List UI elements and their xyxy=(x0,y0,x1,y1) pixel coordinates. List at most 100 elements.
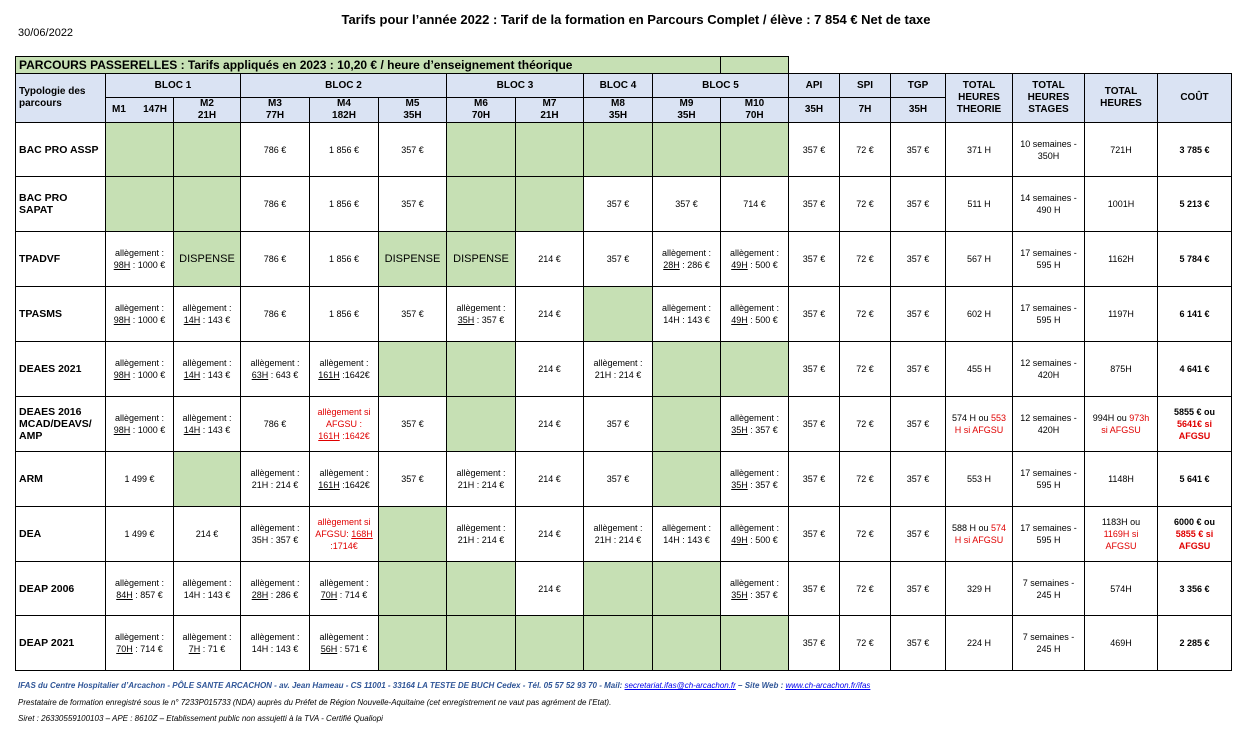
cell-m3: 786 € xyxy=(240,396,310,452)
cell-m9: allègement :14H : 143 € xyxy=(652,286,721,342)
page-title: Tarifs pour l’année 2022 : Tarif de la f… xyxy=(341,12,931,27)
header-m3: M3 77H xyxy=(240,97,310,123)
cell-m4: allègement si AFGSU :161H :1642€ xyxy=(309,396,379,452)
cell-api: 357 € xyxy=(788,561,840,616)
document-date: 30/06/2022 xyxy=(18,27,74,39)
cell-m9: 357 € xyxy=(652,176,721,232)
cell-tgp: 357 € xyxy=(890,506,946,562)
cell-m8: allègement :21H : 214 € xyxy=(583,341,653,397)
email-link[interactable]: secretariat.ifas@ch-arcachon.fr xyxy=(624,681,736,690)
cell-m2: DISPENSE xyxy=(173,231,241,287)
cell-tgp: 357 € xyxy=(890,176,946,232)
cell-m1: allègement :84H : 857 € xyxy=(105,561,174,616)
cell-spi: 72 € xyxy=(839,451,891,507)
cell-total-stages: 7 semaines -245 H xyxy=(1012,561,1085,616)
header-m4: M4 182H xyxy=(309,97,379,123)
header-typologie: Typologie des parcours xyxy=(15,73,106,123)
banner-title: PARCOURS PASSERELLES : Tarifs appliqués … xyxy=(15,56,721,74)
cell-total-stages: 17 semaines -595 H xyxy=(1012,451,1085,507)
cell-m7: 214 € xyxy=(515,341,584,397)
cell-m8: 357 € xyxy=(583,176,653,232)
cell-spi: 72 € xyxy=(839,615,891,671)
cell-m3: allègement :28H : 286 € xyxy=(240,561,310,616)
cell-spi: 72 € xyxy=(839,396,891,452)
row-label: DEAP 2006 xyxy=(15,561,106,616)
cell-api: 357 € xyxy=(788,396,840,452)
cell-m4: allègement :70H : 714 € xyxy=(309,561,379,616)
cell-total-heures: 1148H xyxy=(1084,451,1158,507)
cell-m7: 214 € xyxy=(515,561,584,616)
header-spi: SPI xyxy=(839,73,891,98)
cell-m8: allègement :21H : 214 € xyxy=(583,506,653,562)
header-cout: COÛT xyxy=(1157,73,1232,123)
cell-m3: 786 € xyxy=(240,122,310,177)
cell-total-theorie: 602 H xyxy=(945,286,1013,342)
cell-cout: 5 641 € xyxy=(1157,451,1232,507)
cell-api: 357 € xyxy=(788,176,840,232)
header-bloc4: BLOC 4 xyxy=(583,73,653,98)
cell-total-theorie: 511 H xyxy=(945,176,1013,232)
header-m5: M5 35H xyxy=(378,97,447,123)
cell-m2: allègement :14H : 143 € xyxy=(173,396,241,452)
cell-total-theorie: 567 H xyxy=(945,231,1013,287)
header-bloc5: BLOC 5 xyxy=(652,73,789,98)
table-row: BAC PRO SAPAT 786 € 1 856 € 357 € 357 € … xyxy=(15,176,1232,232)
row-label: ARM xyxy=(15,451,106,507)
cell-m7: 214 € xyxy=(515,506,584,562)
header-api-hours: 35H xyxy=(788,97,840,123)
website-link[interactable]: www.ch-arcachon.fr/ifas xyxy=(785,681,871,690)
cell-total-stages: 14 semaines -490 H xyxy=(1012,176,1085,232)
header-total-stages: TOTAL HEURES STAGES xyxy=(1012,73,1085,123)
cell-m7: 214 € xyxy=(515,286,584,342)
cell-spi: 72 € xyxy=(839,506,891,562)
cell-total-stages: 7 semaines -245 H xyxy=(1012,615,1085,671)
cell-api: 357 € xyxy=(788,231,840,287)
cell-m3: allègement :35H : 357 € xyxy=(240,506,310,562)
footer-registration: Prestataire de formation enregistré sous… xyxy=(18,698,612,707)
cell-m5: 357 € xyxy=(378,176,447,232)
cell-api: 357 € xyxy=(788,122,840,177)
header-tgp-hours: 35H xyxy=(890,97,946,123)
cell-api: 357 € xyxy=(788,615,840,671)
row-label: TPASMS xyxy=(15,286,106,342)
cell-spi: 72 € xyxy=(839,122,891,177)
cell-m6: allègement :21H : 214 € xyxy=(446,506,516,562)
cell-m10: 714 € xyxy=(720,176,789,232)
cell-cout: 4 641 € xyxy=(1157,341,1232,397)
cell-m2: allègement :14H : 143 € xyxy=(173,561,241,616)
cell-tgp: 357 € xyxy=(890,615,946,671)
cell-cout: 5 784 € xyxy=(1157,231,1232,287)
cell-m4: allègement :56H : 571 € xyxy=(309,615,379,671)
cell-tgp: 357 € xyxy=(890,451,946,507)
cell-cout: 6000 € ou 5855 € si AFGSU xyxy=(1157,506,1232,562)
cell-m3: allègement :21H : 214 € xyxy=(240,451,310,507)
cell-m10: allègement :35H : 357 € xyxy=(720,396,789,452)
header-api: API xyxy=(788,73,840,98)
cell-total-heures: 721H xyxy=(1084,122,1158,177)
cell-m1: allègement :98H : 1000 € xyxy=(105,396,174,452)
cell-m1: allègement :98H : 1000 € xyxy=(105,341,174,397)
header-m10: M10 70H xyxy=(720,97,789,123)
cell-spi: 72 € xyxy=(839,286,891,342)
cell-total-theorie: 371 H xyxy=(945,122,1013,177)
table-row: DEAP 2006 allègement :84H : 857 € allège… xyxy=(15,561,1232,616)
cell-m4: allègement :161H :1642€ xyxy=(309,451,379,507)
cell-tgp: 357 € xyxy=(890,341,946,397)
cell-m6: allègement :35H : 357 € xyxy=(446,286,516,342)
cell-m3: 786 € xyxy=(240,231,310,287)
row-label: BAC PRO SAPAT xyxy=(15,176,106,232)
cell-total-heures: 994H ou 973h si AFGSU xyxy=(1084,396,1158,452)
table-row: DEAES 2016 MCAD/DEAVS/AMP allègement :98H… xyxy=(15,396,1232,452)
header-row-1: Typologie des parcours BLOC 1 BLOC 2 BLO… xyxy=(15,73,1232,123)
cell-m4: allègement :161H :1642€ xyxy=(309,341,379,397)
cell-total-heures: 1197H xyxy=(1084,286,1158,342)
table-row: DEAP 2021 allègement :70H : 714 € allège… xyxy=(15,615,1232,671)
row-label: DEAES 2016 MCAD/DEAVS/AMP xyxy=(15,396,106,452)
cell-m10: allègement :49H : 500 € xyxy=(720,231,789,287)
cell-cout: 3 356 € xyxy=(1157,561,1232,616)
cell-tgp: 357 € xyxy=(890,122,946,177)
cell-total-theorie: 455 H xyxy=(945,341,1013,397)
cell-total-stages: 10 semaines -350H xyxy=(1012,122,1085,177)
cell-m3: 786 € xyxy=(240,286,310,342)
cell-m7: 214 € xyxy=(515,396,584,452)
